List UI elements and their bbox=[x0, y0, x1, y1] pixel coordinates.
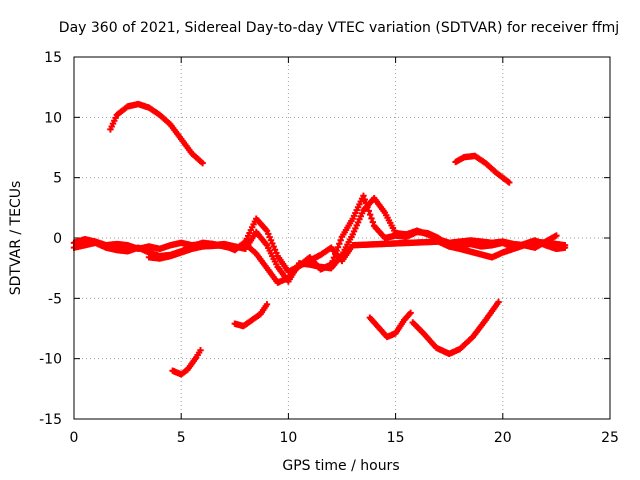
x-tick-label: 25 bbox=[601, 430, 619, 446]
data-point bbox=[360, 192, 367, 199]
y-tick-label: 5 bbox=[53, 171, 62, 187]
data-point bbox=[495, 298, 502, 306]
y-axis-label: SDTVAR / TECUs bbox=[8, 181, 24, 296]
data-point bbox=[199, 159, 206, 167]
x-tick-label: 0 bbox=[70, 430, 79, 446]
data-point bbox=[366, 211, 374, 218]
y-tick-label: 15 bbox=[44, 50, 62, 66]
data-point bbox=[369, 218, 377, 226]
x-tick-label: 5 bbox=[177, 430, 186, 446]
series-near-zero-2 bbox=[70, 192, 569, 286]
data-point bbox=[407, 309, 414, 317]
y-tick-label: 10 bbox=[44, 110, 62, 126]
data-point bbox=[330, 254, 338, 261]
data-point bbox=[197, 347, 204, 354]
chart-title: Day 360 of 2021, Sidereal Day-to-day VTE… bbox=[59, 20, 619, 36]
series-arc-low-2 bbox=[231, 301, 271, 330]
data-point bbox=[368, 215, 375, 222]
data-point bbox=[329, 257, 336, 265]
data-points bbox=[70, 100, 569, 378]
data-point bbox=[561, 244, 569, 251]
series-arc-low-1 bbox=[169, 347, 204, 378]
plot-frame bbox=[73, 56, 611, 420]
series-near-zero-3 bbox=[145, 215, 560, 275]
x-tick-label: 10 bbox=[279, 430, 297, 446]
data-point bbox=[337, 237, 344, 244]
series-arc-low-4 bbox=[409, 298, 502, 358]
series-arc-low-3 bbox=[366, 309, 414, 341]
x-tick-label: 20 bbox=[494, 430, 512, 446]
x-tick-label: 15 bbox=[387, 430, 405, 446]
data-point bbox=[328, 261, 335, 268]
series-arc-high-2 bbox=[452, 152, 513, 186]
series-arc-high-1 bbox=[107, 100, 206, 167]
y-tick-label: -5 bbox=[48, 291, 62, 307]
series-near-zero-1 bbox=[70, 194, 569, 285]
data-point bbox=[553, 232, 560, 239]
data-point bbox=[364, 203, 371, 211]
data-point bbox=[263, 301, 271, 308]
data-point bbox=[365, 207, 372, 215]
data-point bbox=[334, 244, 342, 251]
axes: 0 5 10 15 20 25 -15 -10 -5 0 5 10 15 bbox=[39, 50, 619, 446]
data-point bbox=[336, 240, 343, 247]
y-tick-label: 0 bbox=[53, 231, 62, 247]
y-tick-label: -15 bbox=[39, 412, 62, 428]
y-tick-label: -10 bbox=[39, 352, 62, 368]
data-point bbox=[362, 200, 370, 207]
x-axis-label: GPS time / hours bbox=[282, 458, 399, 474]
data-point bbox=[506, 179, 513, 186]
data-point bbox=[361, 196, 368, 203]
